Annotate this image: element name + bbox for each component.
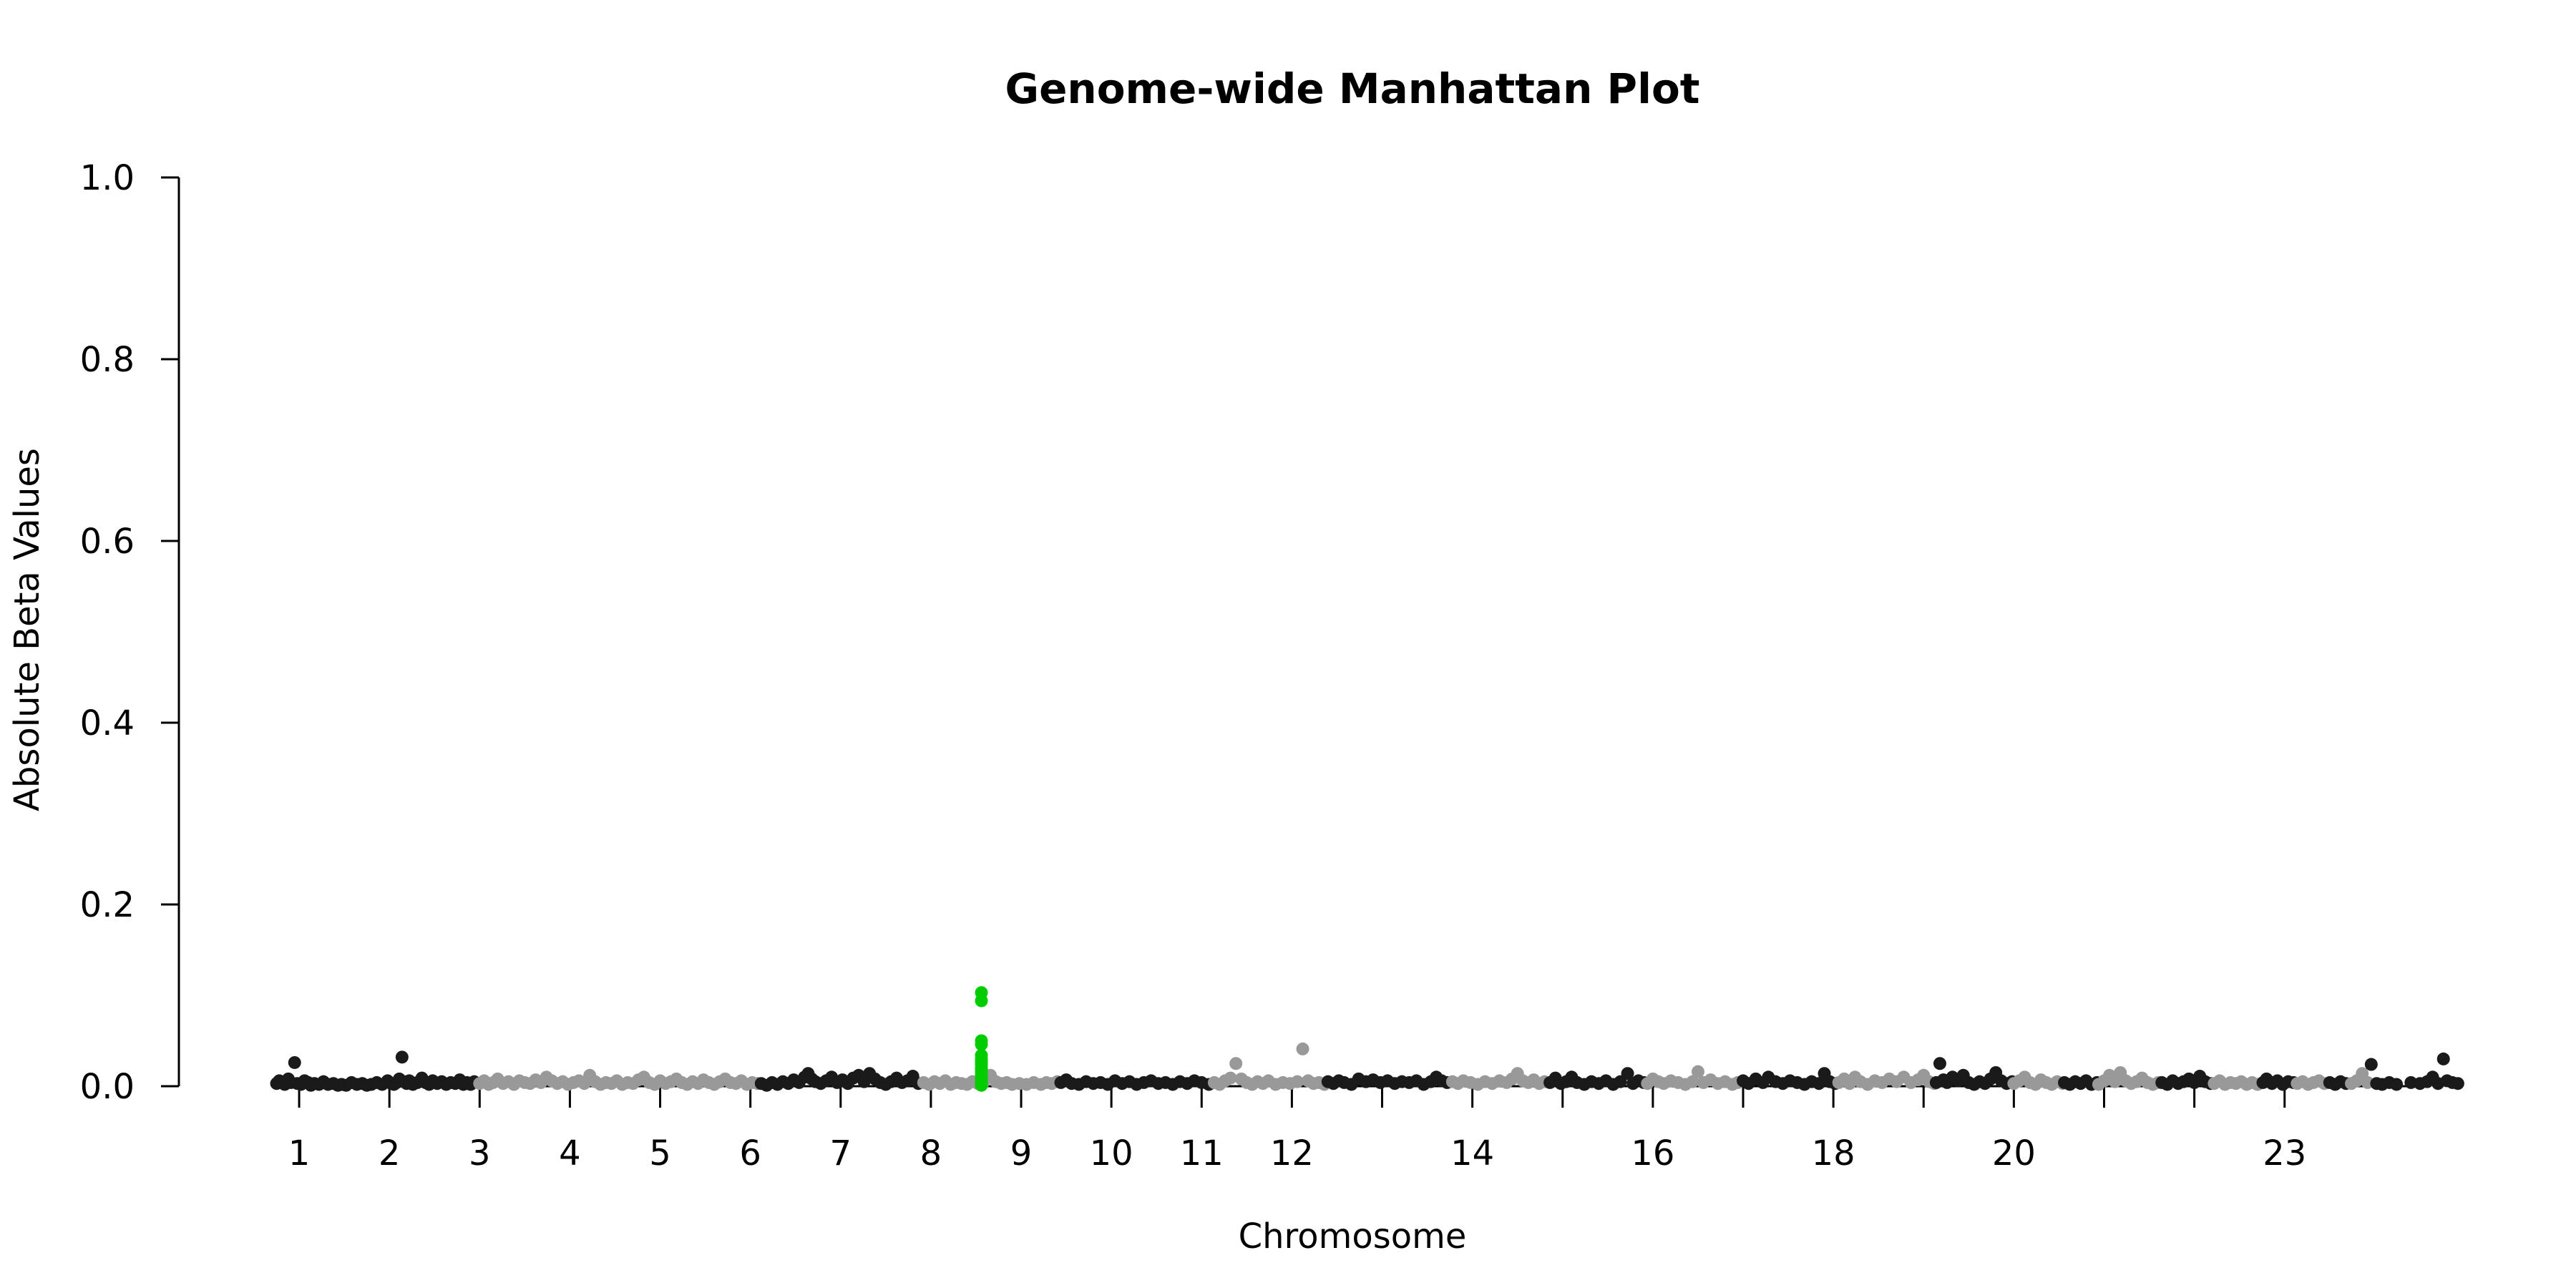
- data-point: [975, 1078, 988, 1092]
- data-point: [395, 1050, 409, 1064]
- x-ticks: 1 2 3 4 5 6 7 8 9 10 11 12 14 16 18 20 23: [288, 1086, 2306, 1174]
- x-tick-label: 10: [1090, 1133, 1133, 1174]
- x-tick-label: 7: [830, 1133, 852, 1174]
- data-point: [1296, 1042, 1309, 1055]
- x-tick-label: 12: [1270, 1133, 1314, 1174]
- data-point: [1229, 1057, 1243, 1070]
- data-point: [1621, 1067, 1634, 1080]
- y-tick-label: 0.0: [80, 1067, 135, 1107]
- chart-title: Genome-wide Manhattan Plot: [1005, 64, 1699, 113]
- x-tick-label: 11: [1180, 1133, 1224, 1174]
- data-point: [1933, 1057, 1946, 1070]
- x-tick-label: 5: [649, 1133, 671, 1174]
- x-tick-label: 14: [1450, 1133, 1494, 1174]
- data-point: [1290, 1075, 1304, 1088]
- x-tick-label: 4: [559, 1133, 581, 1174]
- data-point: [2364, 1058, 2378, 1071]
- data-point: [2390, 1078, 2404, 1091]
- x-tick-label: 3: [469, 1133, 491, 1174]
- y-tick-label: 1.0: [80, 158, 135, 198]
- data-point: [1812, 1077, 1825, 1091]
- y-tick-label: 0.6: [80, 522, 135, 562]
- x-tick-label: 18: [1812, 1133, 1855, 1174]
- data-point: [975, 994, 988, 1008]
- y-ticks: 0.0 0.2 0.4 0.6 0.8 1.0: [80, 158, 179, 1107]
- data-point: [2451, 1077, 2464, 1091]
- x-tick-label: 20: [1992, 1133, 2036, 1174]
- x-tick-label: 9: [1010, 1133, 1033, 1174]
- data-point: [1224, 1071, 1237, 1085]
- x-tick-label: 8: [920, 1133, 942, 1174]
- y-tick-label: 0.4: [80, 703, 135, 743]
- x-tick-label: 6: [739, 1133, 761, 1174]
- x-axis-label: Chromosome: [1239, 1216, 1467, 1257]
- data-point: [975, 1038, 988, 1051]
- data-points: [270, 986, 2464, 1092]
- data-point: [288, 1055, 301, 1069]
- y-axis-label: Absolute Beta Values: [7, 448, 47, 811]
- x-tick-label: 2: [379, 1133, 401, 1174]
- x-tick-label: 1: [288, 1133, 311, 1174]
- data-point: [1691, 1065, 1704, 1078]
- y-tick-label: 0.2: [80, 885, 135, 925]
- data-point: [2436, 1052, 2450, 1065]
- x-tick-label: 16: [1631, 1133, 1674, 1174]
- x-tick-label: 23: [2263, 1133, 2306, 1174]
- y-tick-label: 0.8: [80, 340, 135, 380]
- data-point: [1686, 1075, 1699, 1088]
